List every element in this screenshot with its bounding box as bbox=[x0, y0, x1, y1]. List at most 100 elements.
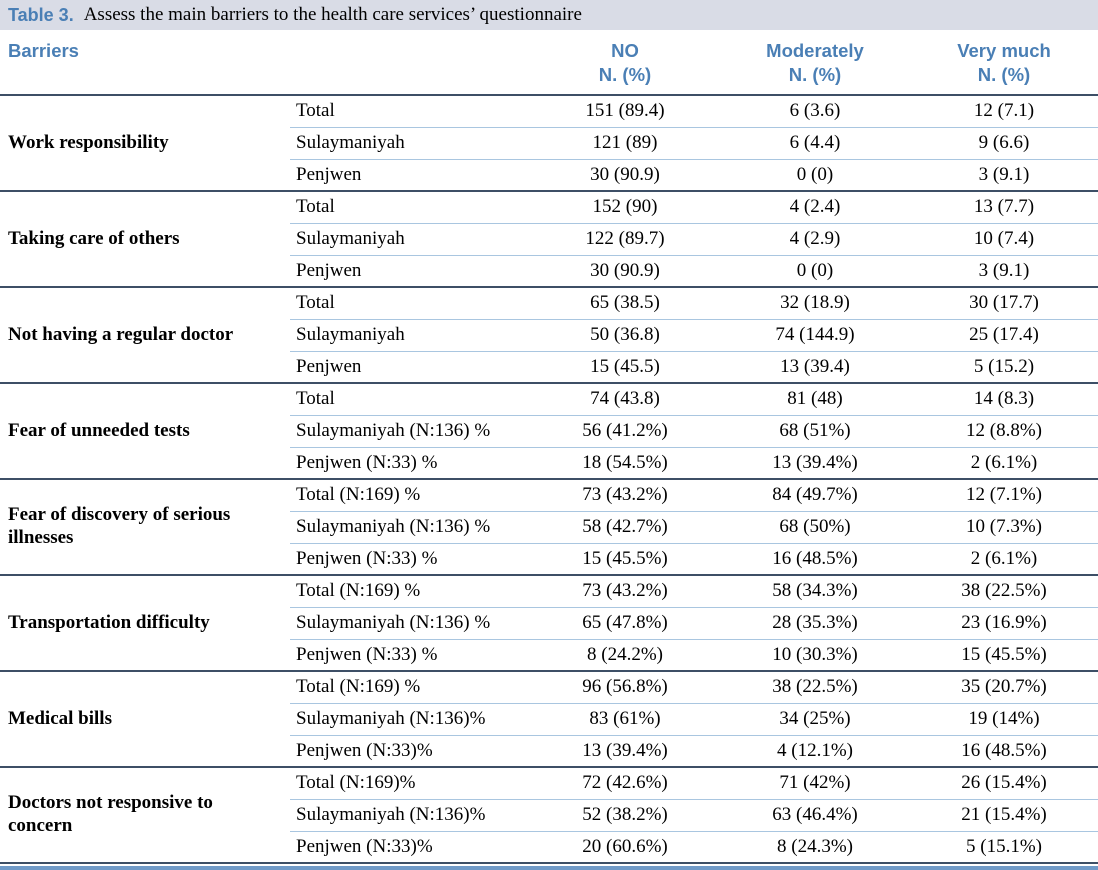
row-label: Total bbox=[296, 100, 335, 122]
row-label: Penjwen bbox=[290, 350, 530, 384]
table-number: Table 3. bbox=[8, 4, 74, 25]
row-label: Total (N:169)% bbox=[296, 772, 416, 794]
row-label: Total (N:169) % bbox=[296, 484, 421, 506]
value-very-much: 3 (9.1) bbox=[910, 254, 1098, 288]
table-row: Penjwen 30 (90.9) 0 (0) 3 (9.1) bbox=[0, 254, 1098, 288]
value-very-much: 26 (15.4%) bbox=[961, 772, 1047, 794]
column-header-no-line1: NO bbox=[611, 40, 639, 61]
barrier-name: Fear of unneeded tests bbox=[0, 383, 290, 480]
value-no: 73 (43.2%) bbox=[582, 484, 668, 506]
value-no: 121 (89) bbox=[530, 126, 720, 159]
value-no: 52 (38.2%) bbox=[530, 798, 720, 831]
value-very-much: 9 (6.6) bbox=[910, 126, 1098, 159]
header-row: Barriers NO N. (%) Moderately N. (%) Ver… bbox=[0, 30, 1098, 96]
table-row: Medical bills Total (N:169) % 96 (56.8%) 38… bbox=[0, 671, 1098, 768]
value-no: 152 (90) bbox=[592, 196, 658, 218]
table-row: Penjwen 15 (45.5) 13 (39.4) 5 (15.2) bbox=[0, 350, 1098, 384]
value-moderately: 0 (0) bbox=[720, 254, 910, 288]
value-very-much: 12 (7.1) bbox=[973, 100, 1035, 122]
value-moderately: 28 (35.3%) bbox=[720, 606, 910, 639]
barrier-name: Not having a regular doctor bbox=[0, 287, 290, 384]
row-label: Sulaymaniyah (N:136)% bbox=[290, 798, 530, 831]
row-label: Sulaymaniyah bbox=[290, 222, 530, 255]
table-row: Work responsibility Total 151 (89.4) 6 (3.6… bbox=[0, 95, 1098, 192]
row-label: Total bbox=[296, 388, 335, 410]
value-moderately: 6 (3.6) bbox=[789, 100, 841, 122]
value-moderately: 0 (0) bbox=[720, 158, 910, 192]
table-row: Sulaymaniyah (N:136)% 52 (38.2%) 63 (46.4%… bbox=[0, 798, 1098, 831]
table-row: Fear of discovery of serious illnesses To… bbox=[0, 479, 1098, 576]
value-moderately: 71 (42%) bbox=[779, 772, 851, 794]
value-no: 15 (45.5) bbox=[530, 350, 720, 384]
value-very-much: 14 (8.3) bbox=[973, 388, 1035, 410]
value-no: 56 (41.2%) bbox=[530, 414, 720, 447]
table-row: Penjwen (N:33) % 8 (24.2%) 10 (30.3%) 15 (4… bbox=[0, 638, 1098, 672]
table-row: Doctors not responsive to concern Total (… bbox=[0, 767, 1098, 864]
value-no: 15 (45.5%) bbox=[530, 542, 720, 576]
value-moderately: 63 (46.4%) bbox=[720, 798, 910, 831]
value-no: 72 (42.6%) bbox=[582, 772, 668, 794]
value-no: 8 (24.2%) bbox=[530, 638, 720, 672]
value-very-much: 10 (7.3%) bbox=[910, 510, 1098, 543]
table-row: Penjwen (N:33) % 18 (54.5%) 13 (39.4%) 2 (6… bbox=[0, 446, 1098, 480]
barrier-name: Medical bills bbox=[0, 671, 290, 768]
footer-gap bbox=[0, 864, 1098, 866]
barrier-name: Doctors not responsive to concern bbox=[0, 767, 290, 864]
barrier-name: Fear of discovery of serious illnesses bbox=[0, 479, 290, 576]
row-label: Sulaymaniyah bbox=[290, 126, 530, 159]
value-no: 50 (36.8) bbox=[530, 318, 720, 351]
value-no: 18 (54.5%) bbox=[530, 446, 720, 480]
table-row: Sulaymaniyah 121 (89) 6 (4.4) 9 (6.6) bbox=[0, 126, 1098, 159]
value-moderately: 16 (48.5%) bbox=[720, 542, 910, 576]
barrier-name: Transportation difficulty bbox=[0, 575, 290, 672]
value-moderately: 6 (4.4) bbox=[720, 126, 910, 159]
value-moderately: 81 (48) bbox=[787, 388, 843, 410]
value-moderately: 38 (22.5%) bbox=[772, 676, 858, 698]
column-header-very-much: Very much N. (%) bbox=[910, 30, 1098, 96]
value-moderately: 84 (49.7%) bbox=[772, 484, 858, 506]
value-no: 58 (42.7%) bbox=[530, 510, 720, 543]
barriers-table: Barriers NO N. (%) Moderately N. (%) Ver… bbox=[0, 30, 1098, 864]
value-no: 96 (56.8%) bbox=[582, 676, 668, 698]
table-row: Sulaymaniyah (N:136) % 56 (41.2%) 68 (51%)… bbox=[0, 414, 1098, 447]
row-label: Penjwen bbox=[290, 254, 530, 288]
column-header-no-line2: N. (%) bbox=[598, 64, 652, 85]
table-row: Fear of unneeded tests Total 74 (43.8) 81 (… bbox=[0, 383, 1098, 480]
value-very-much: 5 (15.2) bbox=[910, 350, 1098, 384]
value-no: 122 (89.7) bbox=[530, 222, 720, 255]
row-label: Penjwen (N:33)% bbox=[290, 830, 530, 864]
value-very-much: 16 (48.5%) bbox=[910, 734, 1098, 768]
value-moderately: 32 (18.9) bbox=[780, 292, 850, 314]
column-header-very-much-line1: Very much bbox=[957, 40, 1051, 61]
column-header-barriers: Barriers bbox=[0, 30, 530, 96]
column-header-very-much-line2: N. (%) bbox=[977, 64, 1031, 85]
row-label: Total (N:169) % bbox=[296, 580, 421, 602]
row-label: Sulaymaniyah bbox=[290, 318, 530, 351]
value-very-much: 2 (6.1%) bbox=[910, 542, 1098, 576]
row-label: Total (N:169) % bbox=[296, 676, 421, 698]
table-row: Transportation difficulty Total (N:169) %… bbox=[0, 575, 1098, 672]
barrier-name: Work responsibility bbox=[0, 95, 290, 192]
value-moderately: 13 (39.4%) bbox=[720, 446, 910, 480]
table-caption: Table 3. Assess the main barriers to the… bbox=[0, 0, 1098, 30]
value-very-much: 23 (16.9%) bbox=[910, 606, 1098, 639]
row-label: Penjwen (N:33)% bbox=[290, 734, 530, 768]
value-moderately: 4 (12.1%) bbox=[720, 734, 910, 768]
value-no: 74 (43.8) bbox=[590, 388, 660, 410]
value-moderately: 68 (51%) bbox=[720, 414, 910, 447]
value-no: 30 (90.9) bbox=[530, 254, 720, 288]
value-no: 83 (61%) bbox=[530, 702, 720, 735]
value-moderately: 13 (39.4) bbox=[720, 350, 910, 384]
value-no: 65 (47.8%) bbox=[530, 606, 720, 639]
value-no: 13 (39.4%) bbox=[530, 734, 720, 768]
table-row: Sulaymaniyah (N:136) % 65 (47.8%) 28 (35.3… bbox=[0, 606, 1098, 639]
value-very-much: 19 (14%) bbox=[910, 702, 1098, 735]
table-row: Taking care of others Total 152 (90) 4 (2.4… bbox=[0, 191, 1098, 288]
row-label: Penjwen (N:33) % bbox=[290, 542, 530, 576]
row-label: Sulaymaniyah (N:136)% bbox=[290, 702, 530, 735]
table-row: Penjwen (N:33)% 13 (39.4%) 4 (12.1%) 16 (48… bbox=[0, 734, 1098, 768]
value-very-much: 12 (8.8%) bbox=[910, 414, 1098, 447]
value-very-much: 38 (22.5%) bbox=[961, 580, 1047, 602]
value-moderately: 58 (34.3%) bbox=[772, 580, 858, 602]
value-moderately: 8 (24.3%) bbox=[720, 830, 910, 864]
